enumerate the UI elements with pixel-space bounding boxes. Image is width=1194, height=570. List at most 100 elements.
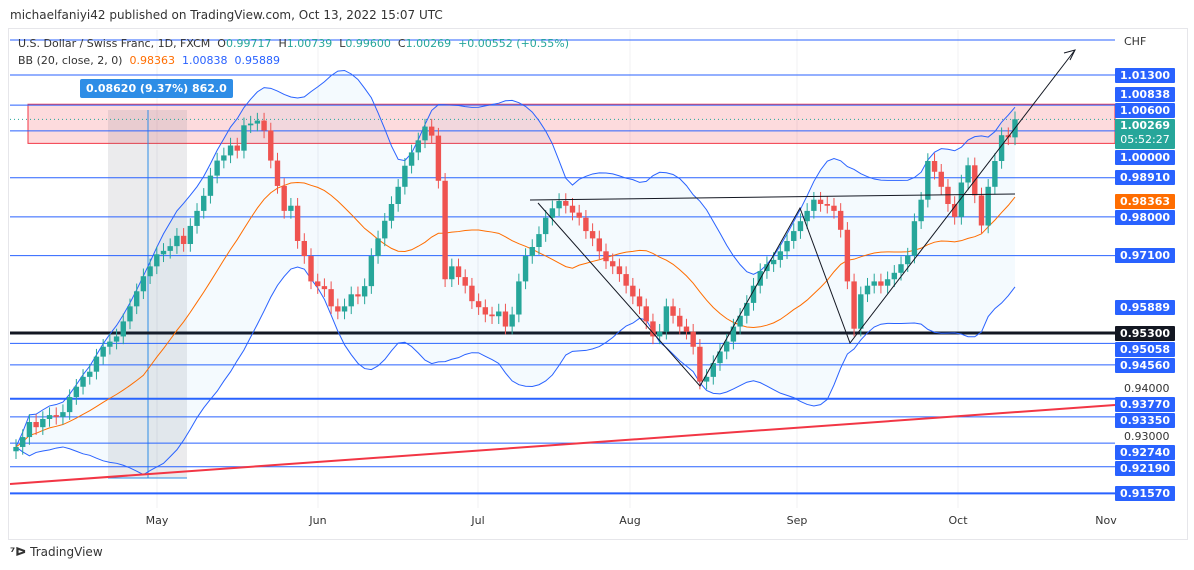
candle: [656, 331, 663, 337]
neckline: [529, 193, 1016, 201]
candle: [502, 311, 509, 327]
candle: [770, 259, 777, 265]
price-axis-label: 0.93770: [1115, 397, 1175, 413]
candle: [509, 314, 515, 327]
candle: [858, 294, 864, 329]
candle: [301, 240, 308, 257]
candle: [616, 266, 623, 275]
candle: [361, 286, 368, 297]
candle: [207, 175, 214, 196]
candle: [261, 120, 267, 131]
candle: [804, 210, 810, 222]
candle: [965, 165, 971, 183]
candle: [20, 437, 26, 447]
candle: [214, 160, 220, 176]
candle: [536, 234, 542, 247]
candle: [234, 145, 240, 151]
bar-countdown: 05:52:27: [1120, 133, 1170, 147]
candle: [348, 294, 354, 307]
candle: [368, 256, 375, 287]
candle: [73, 386, 80, 398]
brand-name: TradingView: [30, 545, 103, 559]
candle: [442, 180, 448, 280]
low-label: L: [339, 37, 346, 50]
price-axis-label: 0.94560: [1115, 357, 1175, 373]
candle: [938, 171, 944, 187]
candle: [482, 307, 489, 315]
candle: [603, 251, 609, 262]
candle: [844, 229, 851, 282]
candle: [449, 266, 455, 280]
candle: [489, 314, 495, 317]
x-tick: Sep: [786, 514, 808, 527]
candle: [167, 246, 173, 251]
price-axis-label: 0.98000: [1115, 209, 1175, 225]
bb-lower: 0.95889: [234, 54, 280, 67]
bb-legend: BB (20, close, 2, 0) 0.98363 1.00838 0.9…: [18, 52, 569, 69]
candle: [402, 165, 408, 187]
candle: [46, 415, 53, 419]
candle: [864, 285, 871, 295]
price-axis-label: 1.00000: [1115, 150, 1175, 166]
candle: [268, 130, 274, 161]
bb-name[interactable]: BB (20, close, 2, 0): [18, 54, 123, 67]
candle: [563, 200, 569, 206]
candle: [247, 123, 254, 126]
candle: [723, 341, 730, 352]
price-axis-label: 0.98910: [1115, 170, 1175, 186]
candle: [281, 185, 287, 211]
candle: [194, 210, 200, 226]
candle: [891, 272, 898, 280]
candle: [791, 231, 797, 241]
candle: [241, 125, 247, 151]
candle: [610, 261, 616, 267]
candle: [33, 422, 39, 428]
candle: [154, 254, 160, 267]
candle: [66, 397, 73, 413]
symbol-name[interactable]: U.S. Dollar / Swiss Franc, 1D, FXCM: [18, 37, 211, 50]
price-axis-label: 0.92190: [1115, 461, 1175, 477]
candle: [341, 306, 348, 312]
candle: [817, 199, 824, 204]
candle: [871, 281, 877, 286]
price-axis-label: 0.95058: [1115, 341, 1175, 357]
candle: [703, 376, 710, 382]
candle: [985, 186, 991, 226]
x-tick: Jul: [471, 514, 485, 527]
candle: [710, 363, 716, 377]
candle: [663, 306, 670, 332]
candle: [388, 204, 395, 221]
candle: [254, 120, 261, 124]
price-axis-label: 0.95300: [1115, 325, 1175, 341]
candle: [80, 376, 86, 387]
candle: [174, 235, 180, 247]
price-axis-label: 0.93350: [1115, 413, 1175, 429]
current-price-label: 1.00269 05:52:27: [1115, 119, 1175, 150]
currency-label: CHF: [1124, 35, 1147, 48]
candle: [636, 296, 643, 307]
candle: [13, 446, 19, 452]
candle: [321, 286, 328, 290]
price-axis-label: 0.91570: [1115, 485, 1175, 501]
candle: [455, 266, 462, 278]
candle: [630, 285, 636, 297]
price-axis-label: 0.92740: [1115, 445, 1175, 461]
candle: [905, 255, 911, 265]
x-tick: Jun: [309, 514, 327, 527]
price-axis-label: 0.95889: [1115, 300, 1175, 316]
candle: [382, 220, 388, 239]
candle: [335, 306, 341, 312]
candle: [542, 217, 549, 235]
candle: [911, 221, 918, 256]
candle: [100, 346, 106, 357]
candle: [328, 289, 334, 307]
publisher-line: michaelfaniyi42 published on TradingView…: [10, 8, 443, 22]
bollinger-upper: [15, 69, 1016, 448]
candle: [556, 200, 562, 209]
candle: [133, 291, 140, 307]
candle: [744, 302, 750, 316]
candle: [884, 279, 891, 286]
tradingview-logo[interactable]: ⁷ᐅ TradingView: [10, 545, 103, 559]
candle: [475, 301, 482, 308]
